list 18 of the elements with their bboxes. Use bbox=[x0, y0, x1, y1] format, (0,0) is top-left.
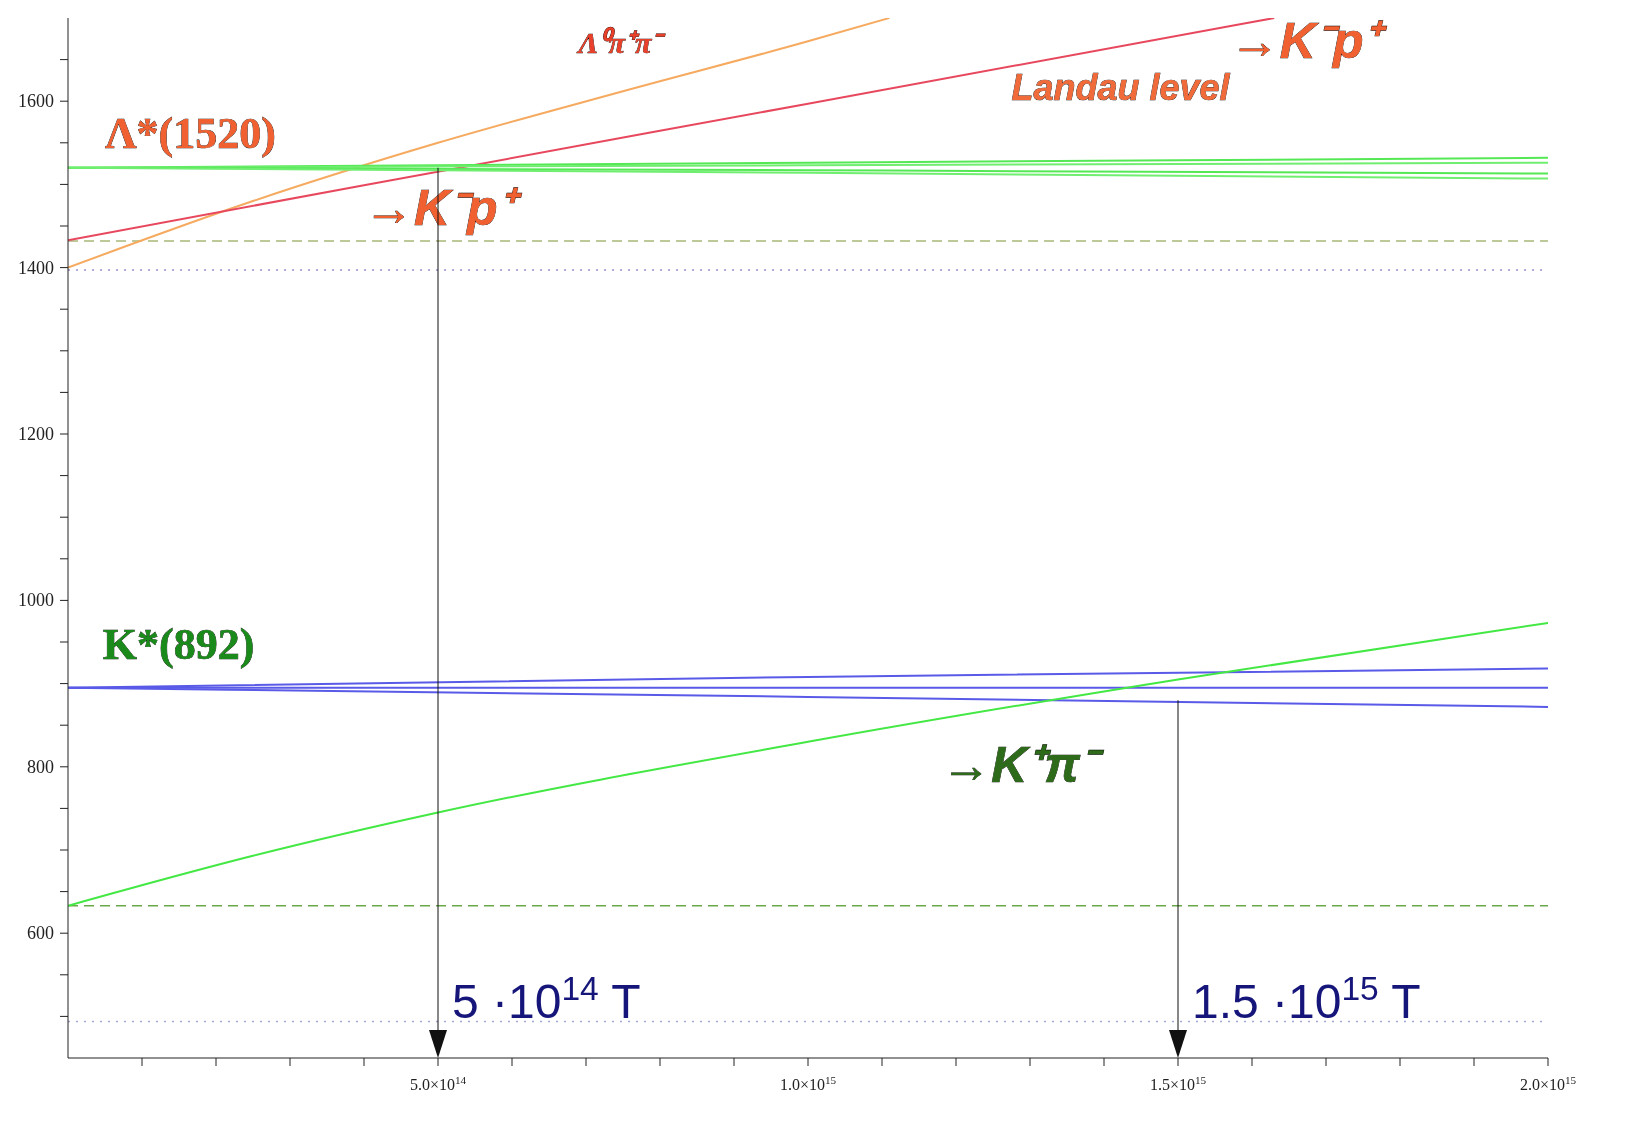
y-tick-label: 1600 bbox=[18, 91, 54, 112]
x-tick-label: 1.5×10$^{15}$ bbox=[1149, 1074, 1207, 1093]
x-tick-label: 5.0×10$^{14}$ bbox=[409, 1074, 467, 1093]
annotation: →K⁺π⁻ bbox=[941, 736, 1104, 793]
annotation: Landau level bbox=[1011, 67, 1231, 109]
annotation: K*(892) bbox=[102, 620, 255, 670]
x-tick-label: 2.0×10$^{15}$ bbox=[1519, 1074, 1577, 1093]
annotation: Λ*(1520) bbox=[105, 109, 276, 159]
y-tick-label: 800 bbox=[27, 756, 54, 777]
annotation: Λ⁰π⁺π⁻ bbox=[576, 26, 667, 60]
annotation: →K⁻p⁺ bbox=[1229, 13, 1388, 70]
y-tick-label: 600 bbox=[27, 923, 54, 944]
y-tick-label: 1400 bbox=[18, 257, 54, 278]
annotation: 5 ·10$^{14}$ T bbox=[452, 969, 641, 1028]
x-tick-label: 1.0×10$^{15}$ bbox=[779, 1074, 837, 1093]
y-tick-label: 1200 bbox=[18, 424, 54, 444]
y-tick-label: 1000 bbox=[18, 590, 54, 611]
annotation: 1.5 ·10$^{15}$ T bbox=[1192, 969, 1421, 1028]
